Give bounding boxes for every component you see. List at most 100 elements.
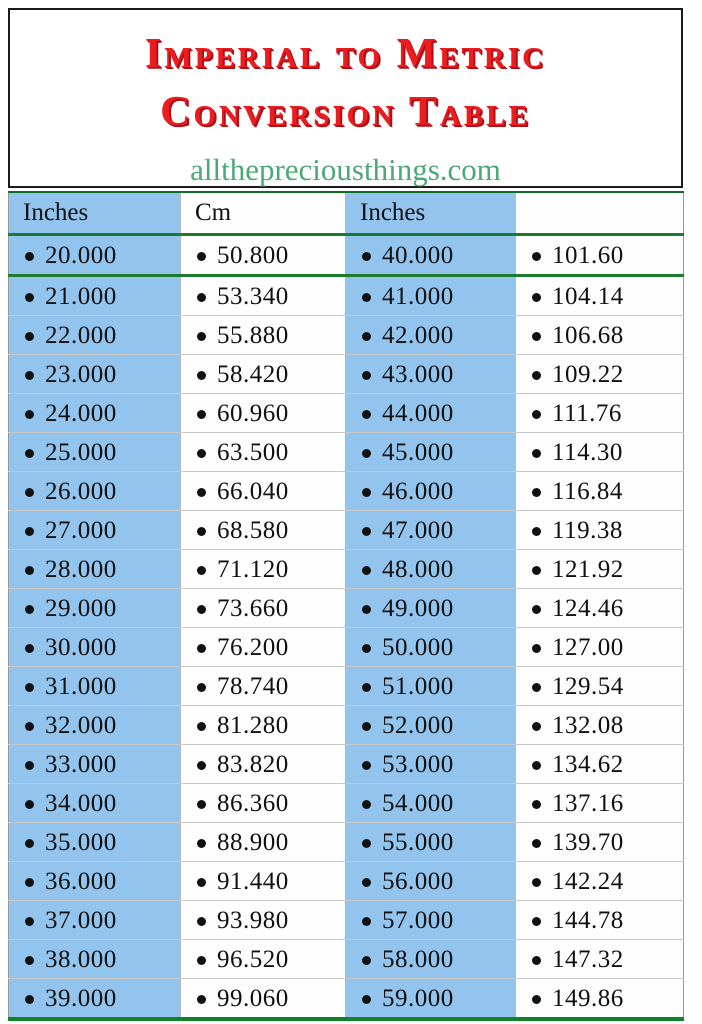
- cell-content: 33.000: [9, 752, 180, 777]
- bullet-icon: [25, 682, 34, 692]
- cell-content: 27.000: [9, 518, 180, 543]
- cell-value: 99.060: [217, 984, 289, 1012]
- cell-inches-right: 45.000: [345, 432, 516, 472]
- bullet-icon: [362, 916, 371, 926]
- cell-value: 101.60: [552, 241, 624, 269]
- bullet-icon: [362, 292, 371, 302]
- cell-content: 55.880: [181, 323, 345, 348]
- cell-content: 68.580: [181, 518, 345, 543]
- cell-inches-right: 50.000: [345, 627, 516, 667]
- bullet-icon: [532, 916, 541, 926]
- bullet-icon: [25, 955, 34, 965]
- bullet-icon: [532, 292, 541, 302]
- cell-content: 111.76: [516, 401, 683, 426]
- cell-value: 121.92: [552, 555, 624, 583]
- cell-content: 106.68: [516, 323, 683, 348]
- cell-inches-left: 26.000: [8, 471, 181, 511]
- table-row: 22.000 55.880 42.000 106.68: [8, 315, 684, 355]
- bullet-icon: [25, 916, 34, 926]
- bullet-icon: [532, 604, 541, 614]
- cell-cm-left: 91.440: [180, 861, 346, 901]
- table-row: 24.000 60.960 44.000 111.76: [8, 393, 684, 433]
- site-watermark: allthepreciousthings.com: [190, 151, 501, 187]
- bullet-icon: [532, 682, 541, 692]
- bullet-icon: [25, 838, 34, 848]
- cell-inches-right: 44.000: [345, 393, 516, 433]
- cell-content: 63.500: [181, 440, 345, 465]
- cell-cm-right: 132.08: [515, 705, 684, 745]
- table-row: 38.000 96.520 58.000 147.32: [8, 939, 684, 979]
- cell-value: 96.520: [217, 945, 289, 973]
- cell-content: 24.000: [9, 401, 180, 426]
- cell-content: 50.000: [346, 635, 515, 660]
- cell-value: 29.000: [45, 594, 117, 622]
- bullet-icon: [197, 526, 206, 536]
- bullet-icon: [197, 448, 206, 458]
- cell-value: 55.000: [382, 828, 454, 856]
- bullet-icon: [25, 565, 34, 575]
- cell-value: 27.000: [45, 516, 117, 544]
- table-row: 34.000 86.360 54.000 137.16: [8, 783, 684, 823]
- bullet-icon: [532, 565, 541, 575]
- cell-inches-right: 47.000: [345, 510, 516, 550]
- table-row: 37.000 93.980 57.000 144.78: [8, 900, 684, 940]
- cell-content: 81.280: [181, 713, 345, 738]
- cell-value: 144.78: [552, 906, 624, 934]
- cell-value: 83.820: [217, 750, 289, 778]
- cell-inches-right: 52.000: [345, 705, 516, 745]
- cell-content: 127.00: [516, 635, 683, 660]
- bullet-icon: [25, 877, 34, 887]
- cell-value: 93.980: [217, 906, 289, 934]
- cell-content: 124.46: [516, 596, 683, 621]
- bullet-icon: [362, 877, 371, 887]
- cell-content: 149.86: [516, 986, 683, 1011]
- cell-content: 20.000: [9, 243, 180, 268]
- cell-cm-right: 104.14: [515, 275, 684, 316]
- cell-value: 35.000: [45, 828, 117, 856]
- conversion-table-wrapper: Inches Cm Inches 20.000 50.800 40.000 101.6…: [8, 191, 684, 1021]
- cell-value: 86.360: [217, 789, 289, 817]
- cell-cm-left: 66.040: [180, 471, 346, 511]
- bullet-icon: [362, 487, 371, 497]
- bullet-icon: [25, 487, 34, 497]
- cell-content: 139.70: [516, 830, 683, 855]
- cell-inches-left: 32.000: [8, 705, 181, 745]
- bullet-icon: [532, 760, 541, 770]
- cell-inches-left: 30.000: [8, 627, 181, 667]
- cell-content: 58.420: [181, 362, 345, 387]
- bullet-icon: [197, 292, 206, 302]
- cell-cm-right: 147.32: [515, 939, 684, 979]
- cell-content: 104.14: [516, 284, 683, 309]
- bullet-icon: [362, 526, 371, 536]
- page-title-line-1: Imperial to Metric: [144, 31, 547, 77]
- bullet-icon: [25, 760, 34, 770]
- cell-value: 124.46: [552, 594, 624, 622]
- cell-inches-right: 51.000: [345, 666, 516, 706]
- cell-value: 68.580: [217, 516, 289, 544]
- cell-content: 91.440: [181, 869, 345, 894]
- cell-content: 109.22: [516, 362, 683, 387]
- table-row: 32.000 81.280 52.000 132.08: [8, 705, 684, 745]
- cell-content: 132.08: [516, 713, 683, 738]
- cell-inches-left: 28.000: [8, 549, 181, 589]
- cell-value: 127.00: [552, 633, 624, 661]
- cell-inches-left: 37.000: [8, 900, 181, 940]
- cell-content: 25.000: [9, 440, 180, 465]
- cell-content: 137.16: [516, 791, 683, 816]
- table-row: 23.000 58.420 43.000 109.22: [8, 354, 684, 394]
- cell-content: 88.900: [181, 830, 345, 855]
- bullet-icon: [25, 448, 34, 458]
- cell-inches-left: 29.000: [8, 588, 181, 628]
- cell-content: 48.000: [346, 557, 515, 582]
- cell-cm-right: 137.16: [515, 783, 684, 823]
- column-header-inches-left: Inches: [8, 191, 181, 236]
- cell-cm-left: 63.500: [180, 432, 346, 472]
- cell-content: 71.120: [181, 557, 345, 582]
- cell-value: 114.30: [552, 438, 623, 466]
- cell-content: 44.000: [346, 401, 515, 426]
- cell-content: 40.000: [346, 243, 515, 268]
- bullet-icon: [197, 955, 206, 965]
- cell-cm-left: 68.580: [180, 510, 346, 550]
- table-row: 33.000 83.820 53.000 134.62: [8, 744, 684, 784]
- bullet-icon: [362, 448, 371, 458]
